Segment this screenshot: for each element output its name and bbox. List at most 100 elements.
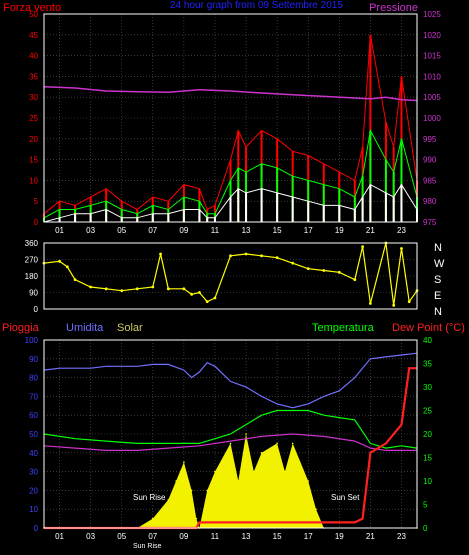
direction-panel-frame (43, 242, 418, 310)
wind-direction-point (306, 267, 310, 271)
temperature-label: Temperatura (312, 322, 375, 334)
y-tick-label: 30 (29, 468, 38, 477)
x-tick-label: 13 (242, 532, 251, 541)
wind-min-line (43, 183, 418, 223)
solar-point (291, 442, 294, 445)
y2-tick-label: 0 (423, 524, 428, 533)
solar-point (183, 461, 185, 464)
y-tick-label: 40 (29, 52, 38, 61)
wind-panel-axis-labels: 0510152025303540455097598098599099510001… (29, 10, 441, 235)
x-tick-label: 01 (55, 532, 64, 541)
y2-tick-label: 1020 (423, 31, 441, 40)
x-tick-label: 03 (86, 226, 95, 235)
wind-direction-point (337, 270, 341, 274)
x-tick-label: 17 (304, 532, 313, 541)
solar-point (253, 470, 255, 473)
sun-set-annotation: Sun Set (331, 493, 360, 502)
wind-direction-point (260, 254, 263, 258)
x-tick-label: 19 (335, 226, 344, 235)
solar-point (206, 489, 208, 492)
y-tick-label: 40 (29, 449, 38, 458)
temperature-line (43, 409, 418, 449)
x-tick-label: 23 (397, 226, 406, 235)
y-tick-label: 20 (29, 486, 38, 495)
solar-point (195, 517, 198, 520)
solar-label: Solar (117, 322, 143, 334)
wind-direction-line (43, 242, 418, 306)
x-tick-label: 23 (397, 532, 406, 541)
solar-point (307, 480, 310, 482)
y-tick-label: 50 (29, 430, 38, 439)
y2-tick-label: 975 (423, 218, 437, 227)
wind-panel-frame (43, 13, 418, 223)
y-tick-label: 0 (34, 524, 39, 533)
y-tick-label: 5 (34, 197, 39, 206)
climate-panel-marks (43, 352, 418, 530)
wind-direction-point (104, 287, 108, 291)
solar-point (260, 452, 263, 454)
wind-right-label: Pressione (369, 2, 418, 14)
y-tick-label: 45 (29, 31, 38, 40)
y-tick-label: 10 (29, 505, 38, 514)
wind-direction-point (361, 245, 365, 249)
solar-area (44, 434, 417, 528)
dew-point-label: Dew Point (°C) (392, 322, 465, 334)
solar-point (276, 442, 278, 445)
wind-direction-point (120, 289, 124, 293)
y2-tick-label: 10 (423, 477, 432, 486)
y-tick-label: 15 (29, 156, 38, 165)
x-tick-label: 17 (304, 226, 313, 235)
wind-direction-point (353, 278, 357, 282)
compass-label: N (434, 242, 442, 254)
y2-tick-label: 1000 (423, 114, 441, 123)
solar-point (284, 470, 286, 473)
y2-tick-label: 1015 (423, 52, 441, 61)
y2-tick-label: 35 (423, 360, 432, 369)
x-tick-label: 19 (335, 532, 344, 541)
wind-gust-line (43, 34, 418, 215)
solar-point (167, 499, 170, 501)
wind-direction-point (58, 259, 61, 263)
direction-panel-grid (44, 259, 417, 293)
wind-direction-point (135, 287, 139, 291)
climate-panel-frame (43, 339, 418, 529)
x-tick-label: 09 (179, 532, 188, 541)
wind-left-label: Forza vento (3, 2, 61, 14)
solar-point (315, 508, 317, 511)
direction-panel-marks (42, 241, 419, 307)
x-tick-label: 21 (366, 226, 375, 235)
x-tick-label: 05 (117, 226, 126, 235)
x-tick-label: 09 (179, 226, 188, 235)
y-tick-label: 90 (29, 289, 38, 298)
x-tick-label: 21 (366, 532, 375, 541)
wind-direction-point (151, 285, 155, 289)
y2-tick-label: 5 (423, 501, 428, 510)
wind-direction-point (392, 303, 396, 307)
x-tick-label: 01 (55, 226, 64, 235)
x-tick-label: 15 (273, 532, 282, 541)
y2-tick-label: 985 (423, 176, 437, 185)
wind-direction-point (159, 252, 162, 256)
wind-direction-point (205, 300, 209, 304)
compass-label: E (434, 290, 441, 302)
x-tick-label: 07 (148, 532, 157, 541)
y-tick-label: 10 (29, 176, 38, 185)
y-tick-label: 0 (34, 305, 39, 314)
wind-direction-point (291, 261, 295, 265)
y-tick-label: 30 (29, 93, 38, 102)
rain-line (44, 367, 417, 530)
rain-label: Pioggia (2, 322, 40, 334)
y-tick-label: 50 (29, 10, 38, 19)
dew-point-line (43, 433, 417, 451)
wind-direction-point (229, 254, 232, 258)
x-tick-label: 11 (211, 226, 220, 235)
y2-tick-label: 1025 (423, 10, 441, 19)
solar-point (190, 489, 193, 492)
solar-point (245, 433, 247, 435)
solar-point (237, 480, 240, 482)
y-tick-label: 0 (34, 218, 39, 227)
compass-label: W (434, 258, 445, 270)
y-tick-label: 35 (29, 72, 38, 81)
